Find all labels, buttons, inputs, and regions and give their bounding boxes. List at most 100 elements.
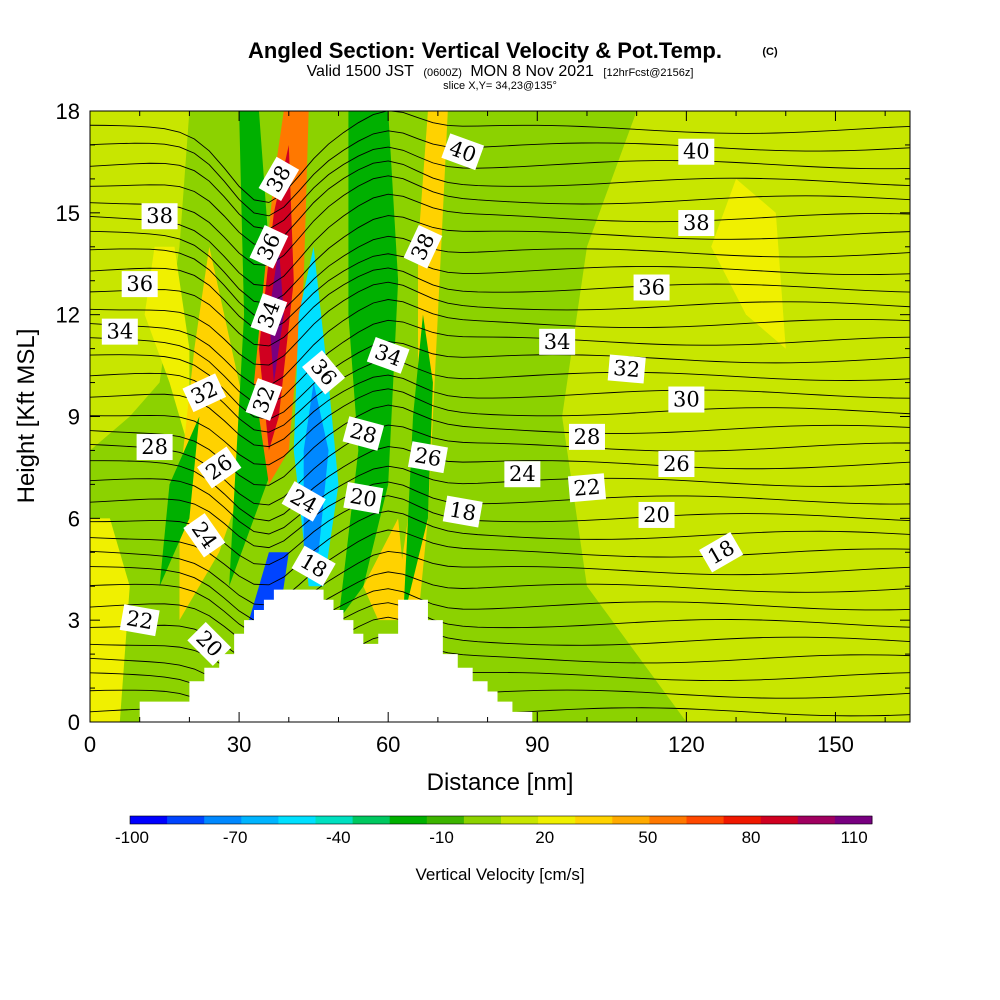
- contour-label-text: 28: [574, 425, 601, 449]
- isentrope-line: [90, 267, 910, 347]
- contour-label-text: 40: [683, 140, 710, 164]
- contour-label: 20: [343, 482, 384, 514]
- isentrope-line: [90, 495, 910, 566]
- contour-label-box: [343, 482, 384, 514]
- isentrope-line: [90, 465, 910, 535]
- contour-label-text: 26: [413, 443, 443, 471]
- isentrope-line: [90, 215, 910, 305]
- contour-label-box: [187, 622, 232, 666]
- colorbar-swatch: [130, 816, 168, 824]
- field-band-yellow-a: [144, 246, 190, 451]
- contour-label-text: 18: [447, 497, 477, 525]
- contour-label-text: 34: [106, 320, 133, 344]
- valid-prefix: Valid 1500 JST: [307, 63, 415, 80]
- colorbar-swatch: [501, 816, 539, 824]
- colorbar-swatch: [463, 816, 502, 824]
- colorbar-swatch: [760, 816, 799, 824]
- contour-label: 24: [504, 461, 541, 488]
- terrain-mask: [90, 589, 910, 722]
- colorbar-swatch: [352, 816, 391, 824]
- x-tick-label: 60: [376, 732, 400, 757]
- contour-label: 28: [568, 423, 605, 450]
- contour-label-box: [119, 604, 160, 637]
- contour-label-text: 24: [509, 462, 536, 486]
- colorbar-tick-label: -10: [429, 828, 454, 847]
- contour-label-text: 22: [573, 475, 602, 501]
- contour-label-box: [182, 373, 227, 413]
- contour-label: 28: [136, 434, 173, 461]
- colorbar-swatch: [686, 816, 725, 824]
- colorbar-tick-label: 50: [638, 828, 657, 847]
- contour-label-box: [633, 274, 670, 301]
- colorbar-tick-label: 110: [841, 828, 868, 847]
- isentrope-line: [90, 319, 910, 405]
- colorbar-swatch: [389, 816, 428, 824]
- colorbar-tick-label: 20: [535, 828, 554, 847]
- colorbar-swatch: [426, 816, 465, 824]
- colorbar-swatch: [538, 816, 576, 824]
- colorbar-swatch: [723, 816, 762, 824]
- isentrope-line: [90, 130, 910, 217]
- contour-label-box: [407, 441, 448, 474]
- colorbar-swatch: [315, 816, 354, 824]
- contour-label-box: [678, 210, 715, 237]
- forecast-label: [12hrFcst@2156z]: [603, 67, 693, 79]
- y-tick-label: 6: [68, 506, 80, 531]
- isentrope-line: [90, 235, 910, 319]
- x-tick-label: 30: [227, 732, 251, 757]
- contour-label: 38: [141, 203, 178, 230]
- colorbar-tick-label: 80: [742, 828, 761, 847]
- isentrope-line: [90, 299, 910, 387]
- contour-label-box: [568, 423, 605, 450]
- isentrope-line: [90, 281, 910, 366]
- chart-title: Angled Section: Vertical Velocity & Pot.…: [248, 38, 722, 63]
- contour-label-text: 38: [146, 204, 173, 228]
- contour-label-box: [101, 318, 138, 345]
- colorbar-swatch: [241, 816, 279, 824]
- contour-label-text: 36: [126, 272, 153, 296]
- contour-label-text: 28: [141, 435, 168, 459]
- colorbar-tick-label: -40: [326, 828, 351, 847]
- contour-label: 22: [119, 604, 160, 637]
- contour-label: 36: [633, 274, 670, 301]
- contour-label-text: 30: [673, 388, 700, 412]
- colorbar-frame: [129, 815, 873, 825]
- contour-label-text: 36: [638, 276, 665, 300]
- colorbar-swatch: [649, 816, 687, 824]
- contour-label-box: [258, 156, 300, 201]
- colorbar-swatch: [167, 816, 205, 824]
- contour-label: 18: [442, 495, 483, 528]
- contour-label: 40: [678, 138, 715, 165]
- y-tick-label: 3: [68, 608, 80, 633]
- colorbar-swatch: [575, 816, 613, 824]
- colorbar-swatch: [278, 816, 316, 824]
- contour-label-box: [291, 545, 336, 587]
- isentrope-line: [90, 175, 910, 266]
- isentrope-line: [90, 571, 910, 637]
- contour-label: 38: [678, 210, 715, 237]
- isentrope-line: [90, 253, 910, 332]
- contour-label: 20: [638, 501, 675, 528]
- contour-label-box: [183, 513, 226, 558]
- colorbar-tick-label: -100: [115, 828, 149, 847]
- colorbar-swatch: [204, 816, 242, 824]
- y-tick-label: 15: [56, 201, 80, 226]
- contour-label-box: [249, 224, 289, 269]
- y-tick-label: 18: [56, 99, 80, 124]
- field-band-right-light: [562, 111, 910, 722]
- x-tick-label: 90: [525, 732, 549, 757]
- subtitle-line: Valid 1500 JST (0600Z) MON 8 Nov 2021 [1…: [307, 63, 694, 80]
- contour-label: 26: [407, 441, 448, 474]
- isentrope-line: [90, 481, 910, 549]
- contour-label-box: [668, 386, 705, 413]
- contour-label-text: 20: [643, 503, 670, 527]
- contour-label-text: 34: [544, 330, 571, 354]
- contour-label: 26: [658, 451, 695, 478]
- isentrope-line: [90, 341, 910, 420]
- contour-label: 22: [567, 473, 607, 503]
- copyright-mark: (C): [762, 46, 778, 58]
- contour-label-box: [658, 451, 695, 478]
- colorbar-swatch: [612, 816, 650, 824]
